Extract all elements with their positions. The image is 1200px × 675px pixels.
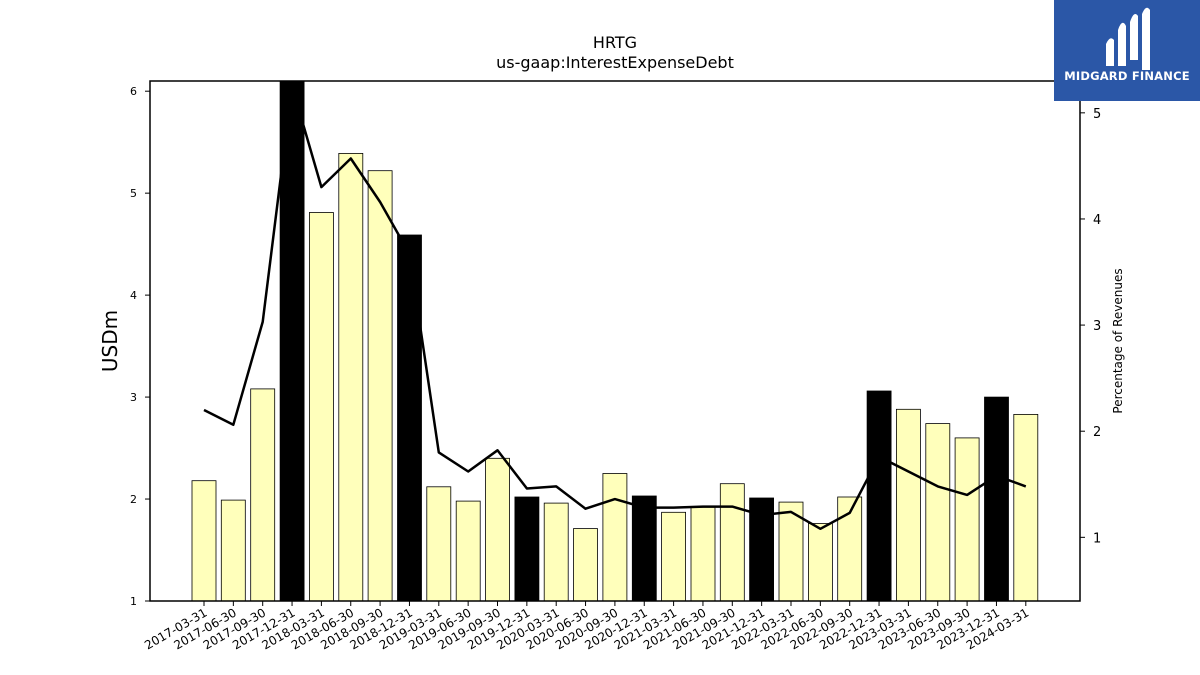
bar bbox=[866, 390, 892, 602]
bar bbox=[191, 480, 217, 602]
midgard-logo-icon bbox=[1106, 7, 1150, 70]
y-tick-label: 4 bbox=[130, 289, 137, 302]
bar bbox=[661, 511, 686, 602]
y-tick-label: 3 bbox=[130, 391, 137, 404]
y-tick-label: 2 bbox=[130, 493, 137, 506]
y2-tick-label: 4 bbox=[1093, 213, 1101, 228]
bar bbox=[954, 437, 980, 602]
bar bbox=[837, 496, 863, 602]
bar bbox=[808, 523, 833, 602]
bar bbox=[485, 457, 510, 602]
y2-tick-label: 3 bbox=[1093, 319, 1101, 334]
bar bbox=[690, 506, 716, 602]
bar bbox=[602, 473, 628, 602]
y2-tick-label: 1 bbox=[1093, 531, 1101, 546]
bar bbox=[514, 496, 540, 602]
y-tick-label: 5 bbox=[130, 187, 137, 200]
bar bbox=[543, 502, 569, 602]
bar bbox=[308, 212, 334, 602]
y2-tick-label: 2 bbox=[1093, 425, 1101, 440]
chart-title: HRTG bbox=[593, 33, 637, 52]
bar bbox=[338, 152, 364, 602]
y-axis-label: USDm bbox=[98, 310, 122, 372]
chart-subtitle: us-gaap:InterestExpenseDebt bbox=[496, 53, 734, 72]
bars-layer bbox=[191, 80, 1039, 602]
bar bbox=[984, 396, 1009, 602]
bar bbox=[220, 499, 246, 602]
y2-axis-label: Percentage of Revenues bbox=[1111, 268, 1125, 413]
line-layer bbox=[203, 85, 1027, 531]
bar bbox=[778, 501, 804, 602]
bar bbox=[455, 500, 481, 602]
brand-logo: MIDGARD FINANCE bbox=[1054, 0, 1200, 101]
bar bbox=[925, 423, 951, 602]
bar bbox=[250, 388, 276, 602]
bar bbox=[896, 408, 921, 602]
bar bbox=[279, 80, 305, 602]
bar bbox=[719, 483, 745, 602]
y-tick-label: 6 bbox=[130, 85, 137, 98]
brand-name: MIDGARD FINANCE bbox=[1064, 69, 1190, 83]
bar bbox=[1013, 413, 1039, 602]
bar bbox=[397, 234, 422, 602]
bar bbox=[426, 486, 452, 602]
percentage-line bbox=[203, 85, 1027, 531]
bar bbox=[367, 170, 393, 602]
y-tick-label: 1 bbox=[130, 595, 137, 608]
bar bbox=[573, 528, 598, 602]
bar bbox=[631, 495, 657, 602]
y2-tick-label: 5 bbox=[1093, 107, 1101, 122]
